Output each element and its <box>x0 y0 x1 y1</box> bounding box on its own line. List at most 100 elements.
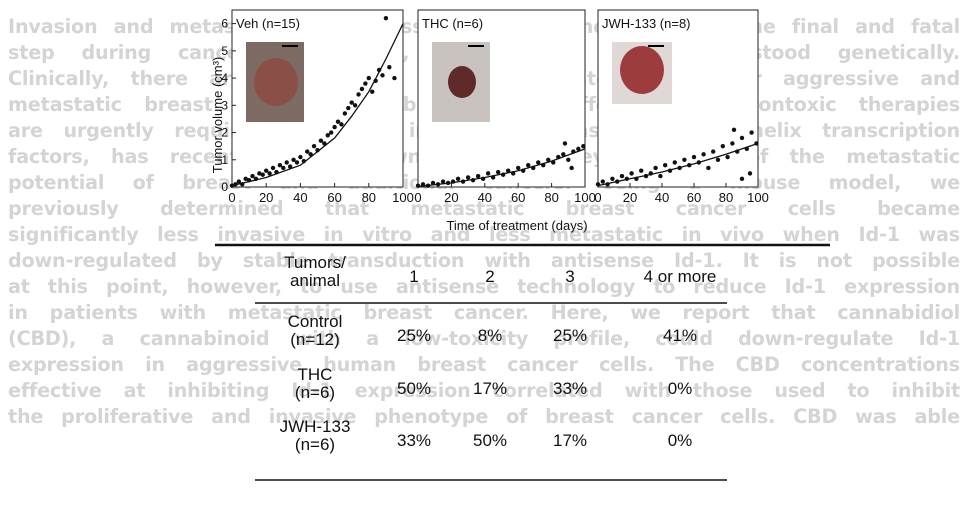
x-tick-label: 0 <box>414 190 421 205</box>
data-point <box>392 75 397 81</box>
tumor-photo <box>254 58 298 106</box>
data-point <box>682 157 687 162</box>
table-header-cell: Tumors/animal <box>284 253 346 290</box>
table-header-cell: 2 <box>485 267 494 286</box>
data-point <box>305 149 310 154</box>
data-point <box>725 154 730 160</box>
table-header-cell: 4 or more <box>644 267 717 286</box>
data-point <box>629 171 634 176</box>
results-table: Tumors/animal 1 2 3 4 or more Control (n=12) 25… <box>215 243 830 481</box>
data-point <box>366 75 371 81</box>
tumor-photo <box>620 46 664 94</box>
table-cell: 17% <box>473 379 507 398</box>
data-point <box>731 127 737 133</box>
data-point <box>701 152 706 157</box>
y-tick-label: 2 <box>221 126 228 140</box>
fit-curve <box>417 148 586 188</box>
data-point <box>294 160 300 165</box>
background-line: previously determined that metastatic br… <box>8 197 960 220</box>
data-point <box>380 73 385 78</box>
chart-title: THC (n=6) <box>422 16 483 31</box>
x-tick-label: 100 <box>747 190 769 205</box>
data-point <box>349 100 354 105</box>
x-tick-label: 20 <box>444 190 458 205</box>
data-point <box>747 171 753 176</box>
background-line: effective at inhibiting Id-1 expression … <box>8 379 960 402</box>
y-tick-label: 3 <box>221 98 228 112</box>
data-point <box>339 122 344 127</box>
tumor-photo <box>448 66 476 98</box>
data-point <box>264 168 269 173</box>
data-point <box>576 146 581 152</box>
x-tick-label: 20 <box>259 190 273 205</box>
table-cell: 41% <box>663 326 697 345</box>
table-cell: 8% <box>478 326 503 345</box>
data-point <box>352 103 358 108</box>
chart-title: JWH-133 (n=8) <box>602 16 691 31</box>
data-point <box>711 149 716 154</box>
table-row-label: Control (n=12) <box>288 312 343 349</box>
table-cell: 50% <box>473 431 507 450</box>
data-point <box>639 168 644 173</box>
y-axis-label: Tumor volume (cm³) <box>210 57 225 174</box>
x-tick-label: 40 <box>293 190 307 205</box>
data-point <box>691 154 697 160</box>
data-point <box>415 183 421 188</box>
data-point <box>706 165 711 171</box>
x-tick-label: 80 <box>544 190 558 205</box>
x-tick-label: 0 <box>594 190 601 205</box>
table-cell: 0% <box>668 379 693 398</box>
x-tick-label: 20 <box>623 190 637 205</box>
table-row-label: JWH-133 (n=6) <box>280 417 351 454</box>
table-row-label: THC (n=6) <box>295 365 335 402</box>
data-point <box>739 135 745 141</box>
data-point <box>236 179 242 184</box>
x-tick-label: 60 <box>327 190 341 205</box>
data-point <box>516 165 521 171</box>
x-tick-label: 40 <box>478 190 492 205</box>
x-tick-label: 100 <box>392 190 414 205</box>
background-line: at this point, however, to use antisense… <box>8 275 960 298</box>
data-point <box>581 143 586 149</box>
data-point <box>465 175 471 180</box>
data-point <box>546 157 551 162</box>
data-point <box>311 143 317 149</box>
data-point <box>356 92 361 97</box>
background-line: (CBD), a cannabinoid with a low-toxicity… <box>8 327 960 350</box>
table-cell: 0% <box>668 431 693 450</box>
data-point <box>663 163 668 168</box>
data-point <box>569 165 574 171</box>
fit-curve <box>597 142 759 187</box>
chart-panel: JWH-133 (n=8) 0 20 40 60 80 100 <box>594 9 769 205</box>
data-point <box>260 172 265 177</box>
background-line: the proliferative and invasive phenotype… <box>8 405 960 428</box>
data-point <box>325 133 330 138</box>
table-cell: 17% <box>553 431 587 450</box>
data-point <box>562 141 568 146</box>
data-point <box>363 81 368 86</box>
y-tick-label: 6 <box>221 17 228 31</box>
data-point <box>277 163 283 168</box>
table-cell: 25% <box>553 326 587 345</box>
data-point <box>243 176 248 182</box>
data-point <box>475 173 481 179</box>
data-point <box>430 180 436 186</box>
table-cell: 33% <box>397 431 431 450</box>
data-point <box>536 160 541 165</box>
y-tick-label: 1 <box>221 153 228 167</box>
data-point <box>267 171 272 176</box>
background-line: significantly less invasive in vitro and… <box>8 223 960 246</box>
y-tick-label: 0 <box>221 180 228 194</box>
data-point <box>346 105 351 111</box>
data-point <box>370 89 375 94</box>
data-point <box>715 157 721 162</box>
data-point <box>287 164 293 169</box>
x-tick-label: 0 <box>228 190 235 205</box>
data-point <box>229 183 235 188</box>
table-cell: 33% <box>553 379 587 398</box>
data-point <box>257 171 262 176</box>
x-tick-label: 80 <box>362 190 376 205</box>
data-point <box>359 86 365 92</box>
chart-panel: Veh (n=15) 0 20 40 60 80 100 0 1 2 3 4 5 6 <box>221 9 414 205</box>
